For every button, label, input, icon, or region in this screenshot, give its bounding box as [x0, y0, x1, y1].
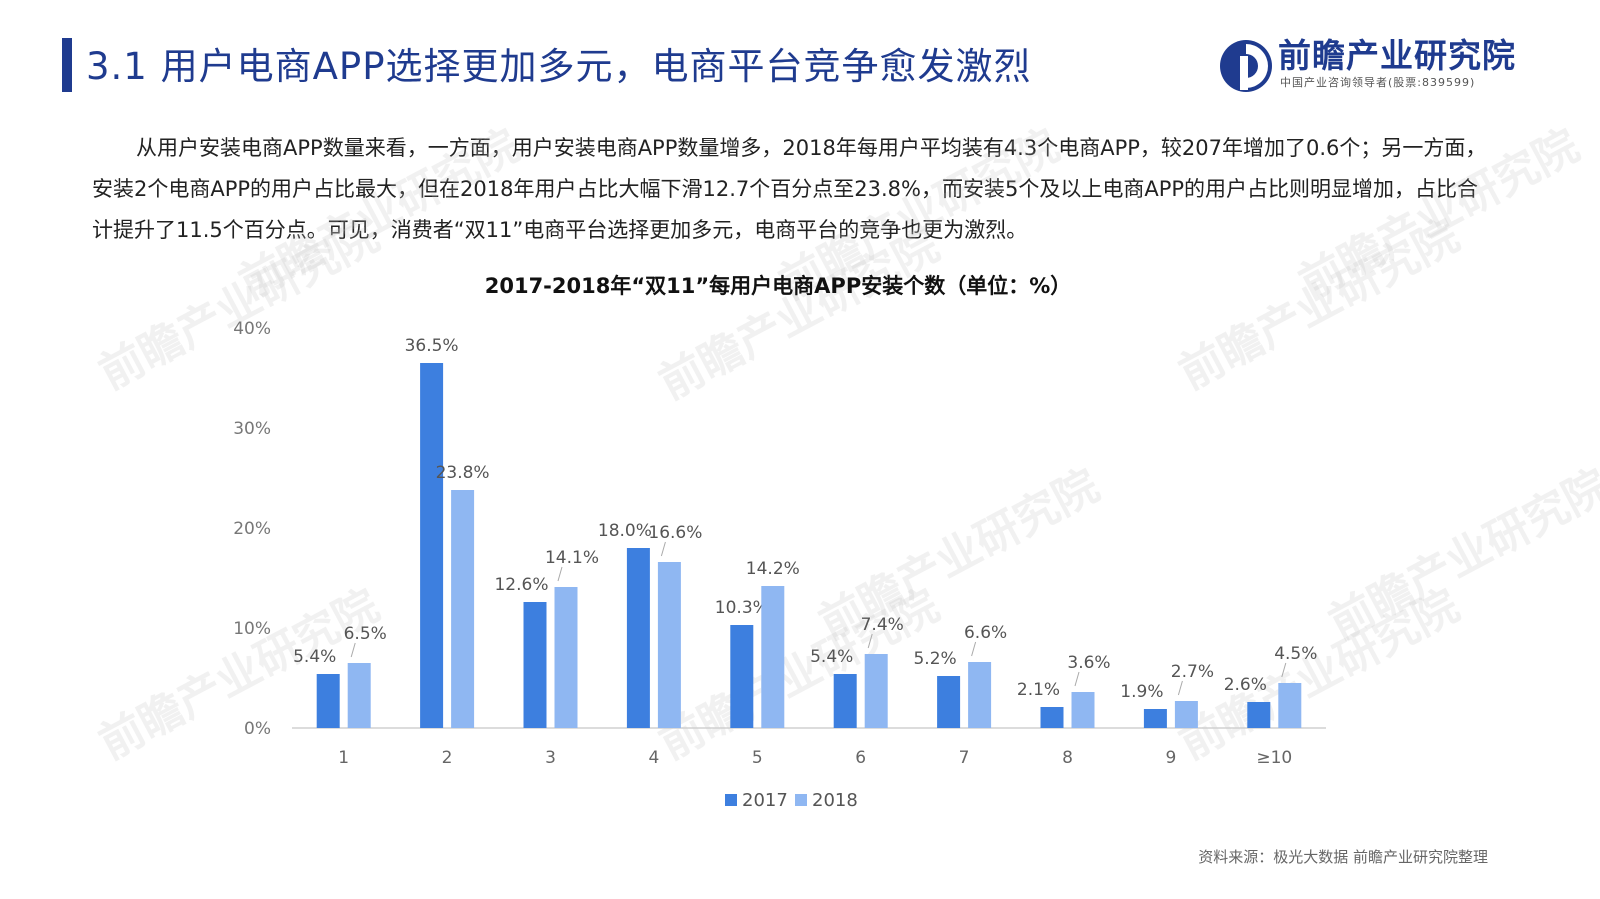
data-label: 6.6% — [964, 623, 1007, 643]
y-tick-label: 0% — [244, 719, 271, 739]
logo-subtitle: 中国产业咨询领导者(股票:839599) — [1280, 76, 1476, 89]
legend-swatch-2018 — [795, 794, 807, 806]
legend-label: 2017 — [742, 790, 788, 811]
bar-2017 — [730, 625, 754, 728]
x-tick-label: 1 — [338, 748, 349, 768]
data-label: 23.8% — [436, 463, 490, 483]
x-tick-label: 3 — [545, 748, 556, 768]
bar-2018 — [1174, 701, 1198, 728]
label-leader-line — [1177, 680, 1183, 696]
label-leader-line — [1074, 671, 1080, 687]
y-tick-label: 30% — [233, 419, 271, 439]
label-leader-line — [557, 566, 563, 582]
logo-icon — [1220, 40, 1272, 92]
data-label: 5.4% — [293, 647, 336, 667]
y-tick-label: 10% — [233, 619, 271, 639]
data-label: 6.5% — [344, 624, 387, 644]
bar-2018 — [451, 490, 475, 728]
data-label: 2.7% — [1171, 662, 1214, 682]
data-label: 10.3% — [715, 598, 769, 618]
bar-2017 — [833, 674, 857, 728]
x-tick-label: 9 — [1165, 748, 1176, 768]
label-leader-line — [350, 642, 356, 658]
bar-2018 — [864, 654, 888, 728]
bar-2018 — [347, 663, 371, 728]
bar-2017 — [420, 363, 444, 728]
bar-2018 — [968, 662, 992, 728]
label-leader-line — [660, 541, 666, 557]
logo-name: 前瞻产业研究院 — [1278, 36, 1516, 75]
bar-2018 — [554, 587, 578, 728]
source-note: 资料来源：极光大数据 前瞻产业研究院整理 — [1198, 848, 1488, 866]
bar-2017 — [1040, 707, 1064, 728]
y-tick-label: 40% — [233, 319, 271, 339]
label-leader-line — [1281, 662, 1287, 678]
watermark-logo: 前瞻产业研究院 — [1171, 580, 1467, 770]
x-tick-label: 2 — [442, 748, 453, 768]
bar-2018 — [657, 562, 681, 728]
data-label: 4.5% — [1274, 644, 1317, 664]
bar-2017 — [626, 548, 650, 728]
bar-2018 — [1071, 692, 1095, 728]
x-tick-label: 6 — [855, 748, 866, 768]
data-label: 7.4% — [861, 615, 904, 635]
y-tick-label: 20% — [233, 519, 271, 539]
legend-label: 2018 — [812, 790, 858, 811]
watermark-logo: 前瞻产业研究院 — [91, 580, 387, 770]
legend-swatch-2017 — [725, 794, 737, 806]
data-label: 16.6% — [648, 523, 702, 543]
data-label: 5.4% — [810, 647, 853, 667]
data-label: 3.6% — [1067, 653, 1110, 673]
data-label: 12.6% — [494, 575, 548, 595]
data-label: 36.5% — [405, 336, 459, 356]
x-tick-label: 7 — [959, 748, 970, 768]
data-label: 5.2% — [913, 649, 956, 669]
data-label: 14.2% — [746, 559, 800, 579]
x-tick-label: 8 — [1062, 748, 1073, 768]
watermark-logo: 前瞻产业研究院 — [231, 120, 527, 310]
page-title: 3.1 用户电商APP选择更加多元，电商平台竞争愈发激烈 — [86, 45, 1032, 88]
data-label: 2.1% — [1017, 680, 1060, 700]
watermark-logo: 前瞻产业研究院 — [1291, 120, 1587, 310]
chart-title: 2017-2018年“双11”每用户电商APP安装个数（单位：%） — [485, 274, 1072, 298]
x-tick-label: 4 — [648, 748, 659, 768]
bar-2018 — [761, 586, 785, 728]
data-label: 1.9% — [1120, 682, 1163, 702]
company-logo: 前瞻产业研究院 中国产业咨询领导者(股票:839599) — [1218, 36, 1528, 96]
bar-2017 — [523, 602, 547, 728]
bar-2017 — [1143, 709, 1167, 728]
bar-2017 — [1247, 702, 1271, 728]
data-label: 2.6% — [1224, 675, 1267, 695]
x-tick-label: ≥10 — [1256, 748, 1292, 768]
bar-2018 — [1278, 683, 1302, 728]
intro-paragraph: 从用户安装电商APP数量来看，一方面，用户安装电商APP数量增多，2018年每用… — [92, 136, 1487, 242]
title-accent-bar — [62, 38, 72, 92]
bar-2017 — [937, 676, 961, 728]
bar-2017 — [316, 674, 340, 728]
data-label: 18.0% — [598, 521, 652, 541]
watermark-logo: 前瞻产业研究院 — [811, 460, 1107, 650]
label-leader-line — [971, 641, 977, 657]
data-label: 14.1% — [545, 548, 599, 568]
x-tick-label: 5 — [752, 748, 763, 768]
label-leader-line — [867, 633, 873, 649]
